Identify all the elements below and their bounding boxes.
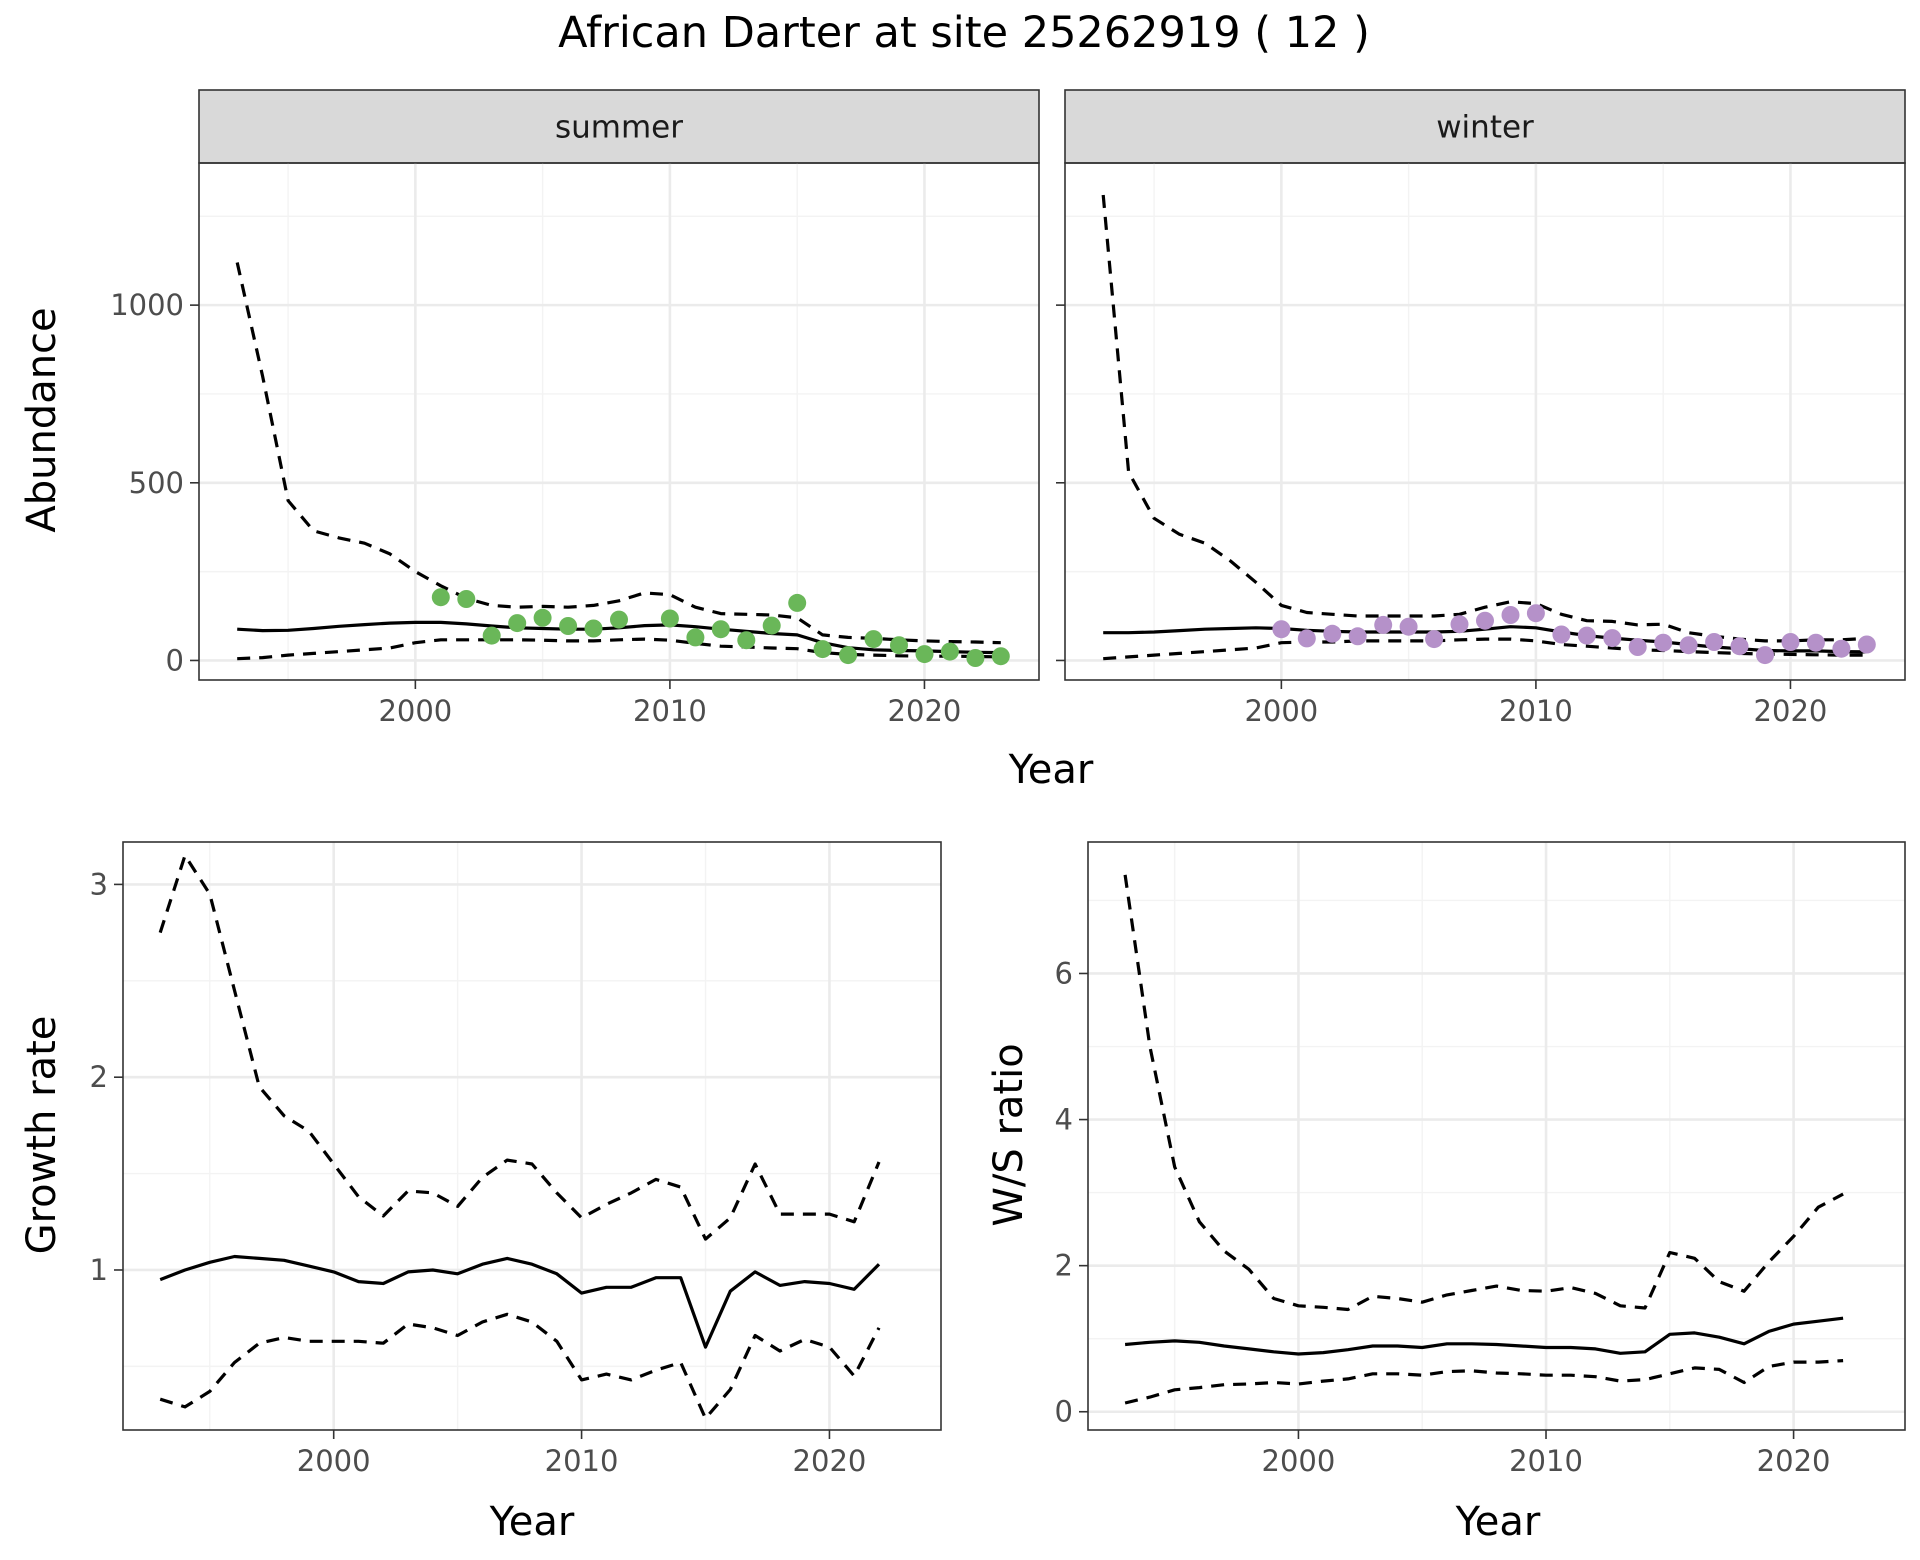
- ws-y-axis-title: W/S ratio: [986, 1043, 1032, 1226]
- summer-abundance-panel: summer 2000 2010 2020 0 500 1000: [110, 89, 1040, 728]
- estimate-line: [159, 1254, 881, 1349]
- observed-point: [711, 620, 730, 639]
- observed-point: [864, 630, 883, 649]
- ws-x-axis-title: Year: [1455, 1499, 1541, 1545]
- observed-point: [610, 610, 628, 629]
- x-tick-label: 2010: [1509, 1444, 1583, 1478]
- x-tick-label: 2020: [1754, 694, 1828, 728]
- y-tick-label: 1000: [110, 288, 184, 322]
- observed-point: [762, 616, 781, 635]
- observed-point: [1526, 604, 1545, 623]
- observed-point: [1297, 629, 1316, 648]
- observed-point: [457, 590, 476, 608]
- estimate-line: [1124, 1316, 1844, 1356]
- x-tick-label: 2000: [297, 1444, 371, 1478]
- observed-point: [1832, 639, 1851, 658]
- y-tick-label: 1: [90, 1253, 108, 1287]
- observed-point: [1399, 617, 1418, 636]
- y-tick-label: 0: [166, 643, 184, 677]
- observed-point: [584, 619, 603, 638]
- observed-point: [940, 642, 959, 661]
- lower-ci-line: [159, 1312, 881, 1420]
- growth-rate-panel: 2000 2010 2020 1 2 3: [90, 841, 942, 1478]
- observed-point: [1323, 624, 1342, 643]
- observed-point: [737, 631, 756, 650]
- abundance-x-axis-title: Year: [1008, 747, 1094, 793]
- upper-ci-line: [235, 262, 1001, 645]
- observed-point: [1425, 630, 1444, 649]
- observed-point: [660, 609, 679, 628]
- observed-point: [813, 640, 832, 659]
- summer-strip-label: summer: [555, 110, 683, 146]
- y-tick-label: 2: [1055, 1249, 1073, 1283]
- y-tick-label: 3: [90, 867, 108, 901]
- x-tick-label: 2010: [1499, 694, 1573, 728]
- growth-y-axis-title: Growth rate: [19, 1016, 65, 1255]
- lower-ci-line: [1124, 1359, 1844, 1405]
- summer-strip-background: [198, 89, 1040, 164]
- observed-point: [1374, 615, 1393, 634]
- upper-ci-line: [1123, 874, 1844, 1312]
- observed-point: [1705, 633, 1724, 651]
- x-tick-label: 2010: [633, 694, 707, 728]
- x-tick-label: 2000: [378, 694, 452, 728]
- y-tick-label: 6: [1055, 956, 1073, 990]
- observed-point: [1501, 606, 1520, 624]
- observed-point: [482, 626, 501, 645]
- observed-point: [508, 614, 527, 633]
- observed-point: [1730, 637, 1749, 656]
- upper-ci-line: [1101, 194, 1867, 643]
- observed-point: [1552, 625, 1571, 644]
- panel-border: [122, 841, 942, 1431]
- growth-x-axis-title: Year: [489, 1499, 575, 1545]
- ws-ratio-panel: 2000 2010 2020 0 2 4 6: [1055, 841, 1906, 1478]
- y-tick-label: 4: [1055, 1103, 1073, 1137]
- panel-border: [1087, 841, 1906, 1431]
- observed-point: [915, 645, 934, 664]
- observed-point: [1806, 633, 1825, 652]
- y-tick-label: 0: [1055, 1395, 1073, 1429]
- lower-ci-line: [237, 637, 1001, 661]
- observed-point: [686, 628, 705, 647]
- panel-border: [1064, 162, 1906, 681]
- observed-point: [431, 588, 450, 607]
- panel-border: [198, 162, 1040, 681]
- observed-point: [1272, 620, 1291, 639]
- winter-strip-label: winter: [1436, 110, 1534, 146]
- winter-strip-background: [1064, 89, 1906, 164]
- observed-point: [533, 608, 552, 627]
- observed-point: [890, 636, 908, 655]
- observed-point: [1857, 635, 1876, 654]
- observed-point: [966, 649, 985, 667]
- observed-point: [1679, 636, 1698, 655]
- observed-point: [1577, 626, 1596, 645]
- observed-point: [1628, 638, 1647, 656]
- x-tick-label: 2000: [1262, 1444, 1336, 1478]
- observed-point: [788, 593, 807, 612]
- observed-point: [1654, 633, 1673, 652]
- abundance-y-axis-title: Abundance: [19, 307, 65, 532]
- observed-point: [1756, 646, 1774, 665]
- observed-point: [839, 646, 858, 665]
- lower-ci-line: [1103, 637, 1867, 661]
- x-tick-label: 2020: [793, 1444, 867, 1478]
- y-tick-label: 2: [90, 1060, 108, 1094]
- observed-point: [991, 647, 1010, 666]
- y-tick-label: 500: [129, 466, 184, 500]
- observed-point: [559, 617, 578, 635]
- observed-point: [1476, 611, 1494, 630]
- x-tick-label: 2010: [545, 1444, 619, 1478]
- winter-abundance-panel: winter 2000 2010 2020: [1056, 89, 1906, 728]
- observed-point: [1781, 633, 1800, 651]
- x-tick-label: 2020: [1757, 1444, 1831, 1478]
- observed-point: [1450, 615, 1469, 634]
- figure-title: African Darter at site 25262919 ( 12 ): [558, 8, 1370, 58]
- x-tick-label: 2000: [1244, 694, 1318, 728]
- observed-point: [1603, 629, 1622, 648]
- x-tick-label: 2020: [888, 694, 962, 728]
- upper-ci-line: [158, 853, 881, 1241]
- observed-point: [1348, 627, 1367, 646]
